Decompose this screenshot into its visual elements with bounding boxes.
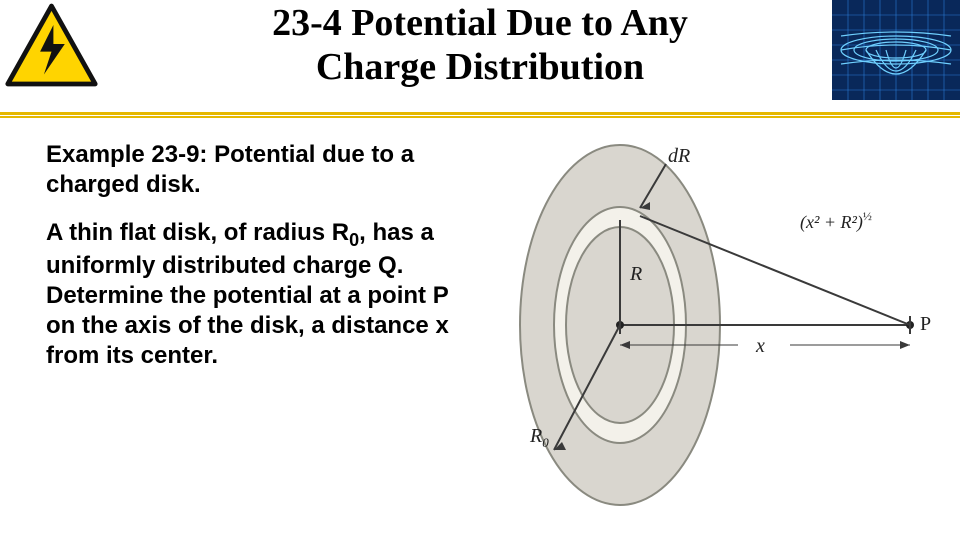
disk-figure: dR R R0 (x² + R²)½ x P [500,130,940,520]
title-line-2: Charge Distribution [316,46,644,88]
header: 23-4 Potential Due to Any Charge Distrib… [0,0,960,118]
high-voltage-icon [4,0,99,90]
problem-pre: A thin flat disk, of radius R [46,219,349,246]
potential-well-icon [832,0,960,100]
slide-title: 23-4 Potential Due to Any Charge Distrib… [0,0,960,89]
x-label: x [755,335,765,357]
R-label: R [629,263,642,285]
problem-statement: A thin flat disk, of radius R0, has a un… [46,218,476,371]
title-line-1: 23-4 Potential Due to Any [272,2,688,44]
header-rule [0,112,960,118]
example-label: Example 23-9: Potential due to a charged… [46,140,476,200]
problem-sub: 0 [349,230,359,250]
dR-label: dR [668,145,690,167]
slide: 23-4 Potential Due to Any Charge Distrib… [0,0,960,540]
P-label: P [920,313,931,335]
body-text: Example 23-9: Potential due to a charged… [46,140,476,371]
hypotenuse-label: (x² + R²)½ [800,209,872,233]
